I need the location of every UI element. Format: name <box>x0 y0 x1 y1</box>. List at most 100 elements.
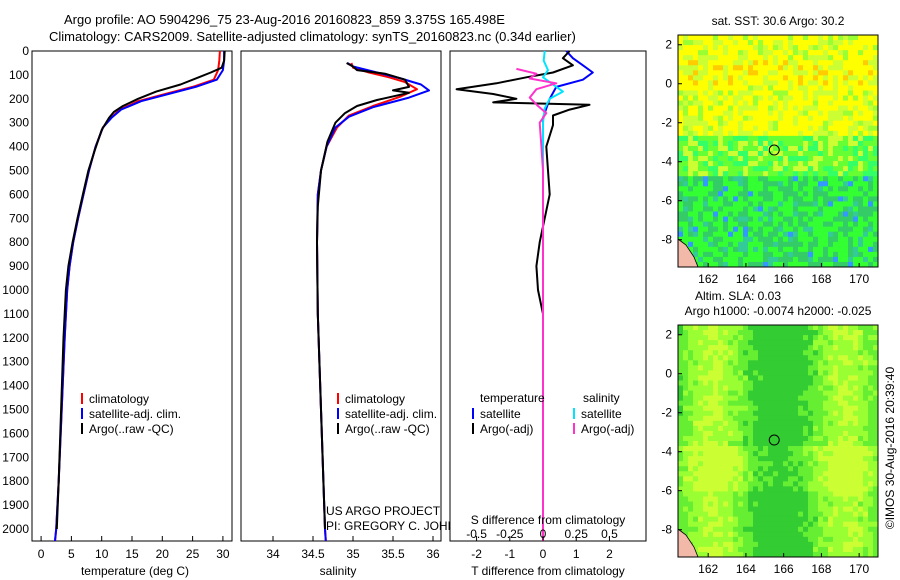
heatmap-cell <box>758 385 764 391</box>
heatmap-cell <box>758 161 764 167</box>
heatmap-cell <box>718 435 724 442</box>
heatmap-cell <box>743 430 749 437</box>
heatmap-cell <box>798 85 804 91</box>
heatmap-cell <box>848 246 854 253</box>
heatmap-cell <box>808 161 814 167</box>
heatmap-cell <box>803 471 809 477</box>
heatmap-cell <box>748 221 754 228</box>
heatmap-cell <box>783 105 789 112</box>
heatmap-cell <box>683 95 689 101</box>
heatmap-cell <box>708 340 714 346</box>
heatmap-cell <box>733 345 739 351</box>
heatmap-cell <box>773 216 779 223</box>
heatmap-cell <box>838 50 844 56</box>
heatmap-cell <box>823 181 829 187</box>
heatmap-cell <box>858 551 864 558</box>
heatmap-cell <box>853 481 859 487</box>
heatmap-cell <box>853 201 859 207</box>
heatmap-cell <box>873 171 879 177</box>
heatmap-cell <box>803 360 809 366</box>
heatmap-cell <box>798 551 804 558</box>
heatmap-cell <box>698 115 704 122</box>
heatmap-cell <box>678 385 684 391</box>
heatmap-cell <box>803 236 809 243</box>
heatmap-cell <box>758 471 764 477</box>
heatmap-cell <box>688 330 694 336</box>
temperature-frame <box>31 50 233 542</box>
heatmap-cell <box>738 375 744 381</box>
heatmap-cell <box>693 75 699 81</box>
heatmap-cell <box>768 330 774 336</box>
heatmap-cell <box>848 201 854 207</box>
heatmap-cell <box>713 370 719 376</box>
heatmap-cell <box>743 221 749 228</box>
heatmap-cell <box>818 181 824 187</box>
heatmap-cell <box>733 65 739 71</box>
heatmap-cell <box>688 491 694 497</box>
heatmap-cell <box>713 330 719 336</box>
heatmap-cell <box>818 536 824 543</box>
heatmap-cell <box>853 531 859 538</box>
heatmap-cell <box>773 345 779 351</box>
heatmap-cell <box>713 236 719 243</box>
heatmap-cell <box>818 176 824 182</box>
heatmap-cell <box>863 355 869 361</box>
heatmap-cell <box>768 410 774 417</box>
heatmap-cell <box>698 65 704 71</box>
heatmap-cell <box>818 226 824 233</box>
heatmap-cell <box>788 115 794 122</box>
heatmap-cell <box>783 506 789 513</box>
heatmap-cell <box>803 390 809 397</box>
heatmap-cell <box>773 400 779 407</box>
heatmap-cell <box>728 335 734 341</box>
heatmap-cell <box>848 425 854 432</box>
heatmap-cell <box>788 461 794 467</box>
heatmap-cell <box>793 256 799 263</box>
heatmap-cell <box>678 211 684 217</box>
heatmap-cell <box>873 385 879 391</box>
depth-tick-label: 500 <box>9 164 29 178</box>
heatmap-cell <box>708 191 714 197</box>
heatmap-cell <box>853 425 859 432</box>
heatmap-cell <box>793 231 799 238</box>
heatmap-cell <box>683 90 689 96</box>
heatmap-cell <box>843 400 849 407</box>
temperature-xlabel: temperature (deg C) <box>81 564 189 578</box>
heatmap-cell <box>693 345 699 351</box>
heatmap-cell <box>768 145 774 152</box>
heatmap-cell <box>753 50 759 56</box>
heatmap-cell <box>703 166 709 172</box>
heatmap-cell <box>873 365 879 371</box>
heatmap-cell <box>758 466 764 472</box>
heatmap-cell <box>833 405 839 412</box>
heatmap-cell <box>723 35 729 41</box>
heatmap-cell <box>863 330 869 336</box>
heatmap-cell <box>678 365 684 371</box>
heatmap-cell <box>853 420 859 427</box>
heatmap-cell <box>843 120 849 127</box>
heatmap-cell <box>863 471 869 477</box>
heatmap-cell <box>873 166 879 172</box>
heatmap-cell <box>843 100 849 107</box>
heatmap-cell <box>853 100 859 107</box>
heatmap-cell <box>808 511 814 518</box>
heatmap-cell <box>853 471 859 477</box>
heatmap-cell <box>818 330 824 336</box>
x-tick-label: 34.5 <box>301 547 325 561</box>
heatmap-cell <box>723 251 729 258</box>
heatmap-cell <box>798 151 804 157</box>
heatmap-cell <box>733 261 739 268</box>
heatmap-cell <box>873 241 879 248</box>
heatmap-cell <box>853 451 859 457</box>
heatmap-cell <box>853 221 859 228</box>
heatmap-cell <box>838 80 844 86</box>
heatmap-cell <box>723 95 729 101</box>
heatmap-cell <box>698 410 704 417</box>
heatmap-cell <box>863 85 869 91</box>
heatmap-cell <box>833 385 839 391</box>
heatmap-cell <box>803 410 809 417</box>
heatmap-cell <box>683 325 689 331</box>
heatmap-cell <box>733 70 739 76</box>
heatmap-cell <box>788 196 794 202</box>
heatmap-cell <box>803 85 809 91</box>
